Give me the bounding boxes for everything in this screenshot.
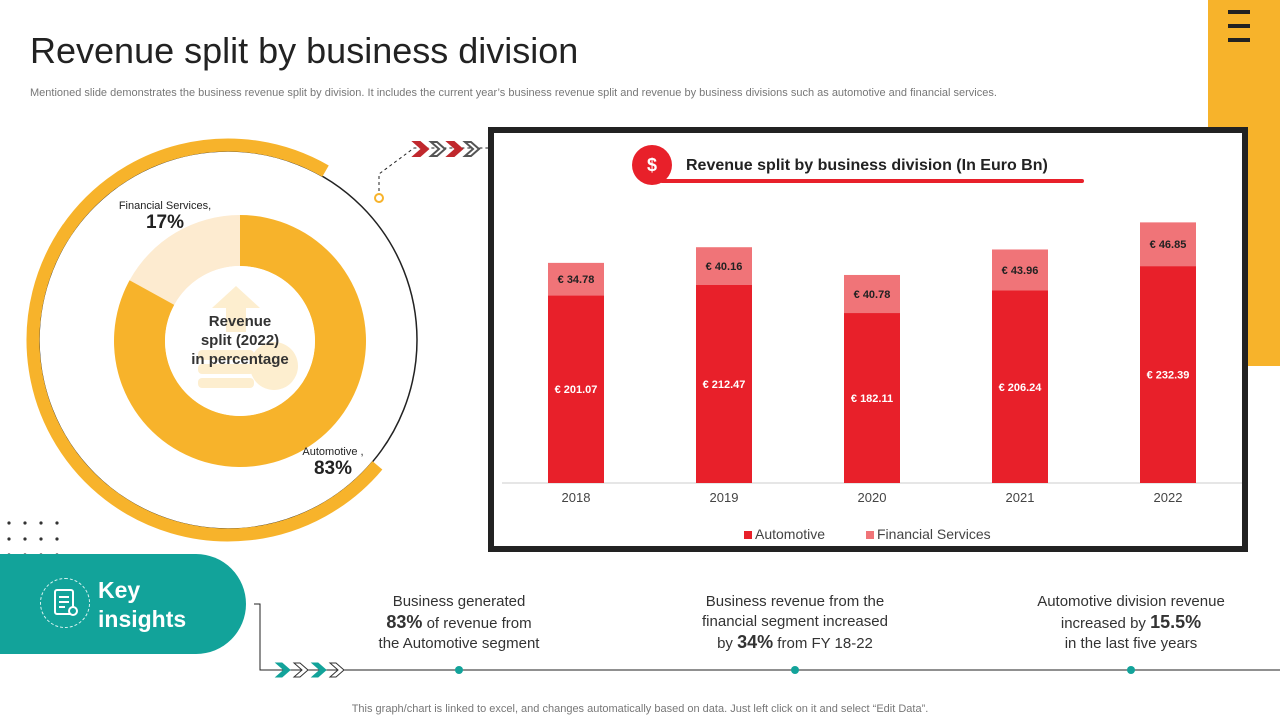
chevron-arrows-icon xyxy=(411,141,481,157)
page-subtitle: Mentioned slide demonstrates the busines… xyxy=(30,87,997,99)
outer-ring-arc-bottom xyxy=(26,224,383,542)
footnote: This graph/chart is linked to excel, and… xyxy=(351,703,929,715)
bar-label-financial-2018: € 34.78 xyxy=(558,274,595,286)
donut-slice-0 xyxy=(129,215,240,305)
bar-financial-2022 xyxy=(1140,222,1196,267)
chart-title-underline xyxy=(660,179,1084,183)
bar-label-automotive-2020: € 182.11 xyxy=(851,393,893,405)
bar-label-financial-2022: € 46.85 xyxy=(1150,239,1187,251)
bar-automotive-2021 xyxy=(992,290,1048,483)
donut-label-financial: Financial Services, 17% xyxy=(118,200,212,233)
bar-label-automotive-2018: € 201.07 xyxy=(555,384,598,396)
x-tick-2019: 2019 xyxy=(710,490,739,505)
bar-label-automotive-2022: € 232.39 xyxy=(1147,370,1190,382)
timeline-dot-1 xyxy=(455,666,463,674)
legend-label-1: Financial Services xyxy=(877,526,991,542)
menu-icon[interactable] xyxy=(1226,8,1252,44)
insight-3: Automotive division revenue increased by… xyxy=(1037,593,1225,652)
donut-segments xyxy=(114,215,367,468)
donut-hole xyxy=(165,266,315,416)
insight-1: Business generated 83% of revenue from t… xyxy=(378,593,540,652)
bar-automotive-2019 xyxy=(696,284,752,483)
money-exchange-icon: $ xyxy=(632,145,672,185)
donut-slice-1 xyxy=(114,215,367,468)
legend-swatch-0 xyxy=(744,531,752,539)
bar-label-financial-2021: € 43.96 xyxy=(1002,265,1039,277)
legend-swatch-1 xyxy=(866,531,874,539)
x-tick-2018: 2018 xyxy=(562,490,591,505)
bar-label-financial-2019: € 40.16 xyxy=(706,261,743,273)
bar-financial-2019 xyxy=(696,247,752,285)
bar-automotive-2018 xyxy=(548,295,604,483)
teal-chevrons-icon xyxy=(274,662,345,678)
donut-chart xyxy=(26,138,418,542)
money-watermark-icon xyxy=(198,286,298,390)
page-title: Revenue split by business division xyxy=(30,30,579,71)
bar-automotive-2020 xyxy=(844,313,900,483)
stacked-bar-chart: € 201.07 € 34.78 2018 € 212.47 € 40.16 2019 € … xyxy=(502,222,1242,542)
bar-financial-2020 xyxy=(844,274,900,314)
x-tick-2020: 2020 xyxy=(858,490,887,505)
timeline-dot-2 xyxy=(791,666,799,674)
bar-label-financial-2020: € 40.78 xyxy=(854,289,891,301)
timeline-dot-3 xyxy=(1127,666,1135,674)
bar-financial-2018 xyxy=(548,262,604,296)
x-tick-2021: 2021 xyxy=(1006,490,1035,505)
donut-center-label: Revenue split (2022) in percentage xyxy=(191,313,289,368)
outer-ring-arc-top xyxy=(57,138,329,241)
donut-label-automotive: Automotive , 83% xyxy=(302,446,364,479)
legend-label-0: Automotive xyxy=(755,526,825,542)
x-tick-2022: 2022 xyxy=(1154,490,1183,505)
bar-automotive-2022 xyxy=(1140,266,1196,483)
bar-label-automotive-2021: € 206.24 xyxy=(999,382,1043,394)
chart-title: Revenue split by business division (In E… xyxy=(686,157,1048,174)
document-key-icon xyxy=(40,578,90,628)
insights-timeline xyxy=(254,603,1280,678)
bar-label-automotive-2019: € 212.47 xyxy=(703,379,746,391)
bar-financial-2021 xyxy=(992,249,1048,291)
key-insights-title: Key insights xyxy=(98,577,187,632)
insight-2: Business revenue from the financial segm… xyxy=(702,593,888,652)
